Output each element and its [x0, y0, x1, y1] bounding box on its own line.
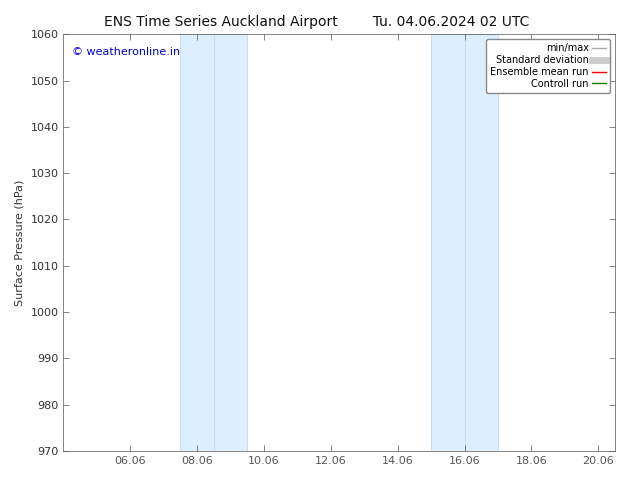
Bar: [431, 34, 498, 451]
Text: ENS Time Series Auckland Airport        Tu. 04.06.2024 02 UTC: ENS Time Series Auckland Airport Tu. 04.…: [105, 15, 529, 29]
Legend: min/max, Standard deviation, Ensemble mean run, Controll run: min/max, Standard deviation, Ensemble me…: [486, 39, 610, 93]
Bar: [181, 34, 247, 451]
Y-axis label: Surface Pressure (hPa): Surface Pressure (hPa): [15, 179, 25, 306]
Text: © weatheronline.in: © weatheronline.in: [72, 47, 180, 57]
